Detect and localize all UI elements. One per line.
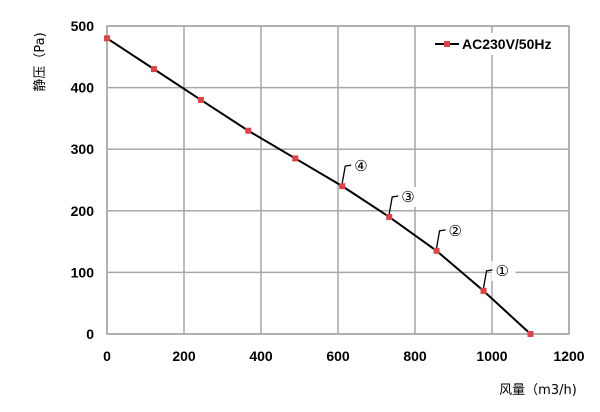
annotation-leader xyxy=(341,164,352,184)
x-tick-label: 800 xyxy=(403,348,427,364)
data-point xyxy=(245,127,252,134)
annotation-label: ② xyxy=(449,222,462,240)
annotation-background xyxy=(397,186,422,207)
data-point xyxy=(480,287,487,294)
grid xyxy=(106,25,570,335)
data-point xyxy=(386,213,393,220)
x-tick-label: 1200 xyxy=(553,348,584,364)
legend-background xyxy=(428,33,564,55)
x-tick-label: 1000 xyxy=(476,348,507,364)
y-tick-label: 300 xyxy=(71,141,95,157)
annotation-leader xyxy=(435,229,446,248)
annotation-label: ① xyxy=(496,262,509,280)
series-line xyxy=(106,37,532,335)
y-tick-label: 500 xyxy=(71,18,95,34)
annotation-background xyxy=(444,220,469,241)
annotation-label: ④ xyxy=(354,157,367,175)
data-point xyxy=(339,183,346,190)
y-tick-label: 100 xyxy=(71,264,95,280)
annotation-leader xyxy=(482,269,493,288)
x-tick-label: 600 xyxy=(326,348,350,364)
legend: AC230V/50Hz xyxy=(428,33,564,55)
annotation-leader xyxy=(388,195,399,215)
legend-marker xyxy=(444,41,450,47)
data-point xyxy=(433,247,440,254)
annotations: ① ② ③ ④ xyxy=(341,156,516,288)
x-tick-label: 200 xyxy=(172,348,196,364)
x-axis-ticks: 0 200 400 600 800 1000 1200 xyxy=(103,348,585,364)
series xyxy=(104,35,534,337)
y-axis-ticks: 0 100 200 300 400 500 xyxy=(71,18,95,342)
data-point xyxy=(292,155,299,162)
annotation-label: ③ xyxy=(401,188,414,206)
data-point xyxy=(104,35,110,42)
y-tick-label: 200 xyxy=(71,203,95,219)
data-point xyxy=(527,331,534,337)
y-axis-label: 静压（Pa) xyxy=(33,32,48,91)
x-axis-label: 风量（m3/h) xyxy=(499,383,577,398)
x-tick-label: 400 xyxy=(249,348,273,364)
data-point xyxy=(150,66,157,73)
x-tick-label: 0 xyxy=(103,348,111,364)
annotation-background xyxy=(350,156,375,177)
y-tick-label: 0 xyxy=(86,326,94,342)
legend-label: AC230V/50Hz xyxy=(462,36,552,52)
y-tick-label: 400 xyxy=(71,80,95,96)
data-point xyxy=(197,96,204,103)
annotation-background xyxy=(491,260,516,281)
